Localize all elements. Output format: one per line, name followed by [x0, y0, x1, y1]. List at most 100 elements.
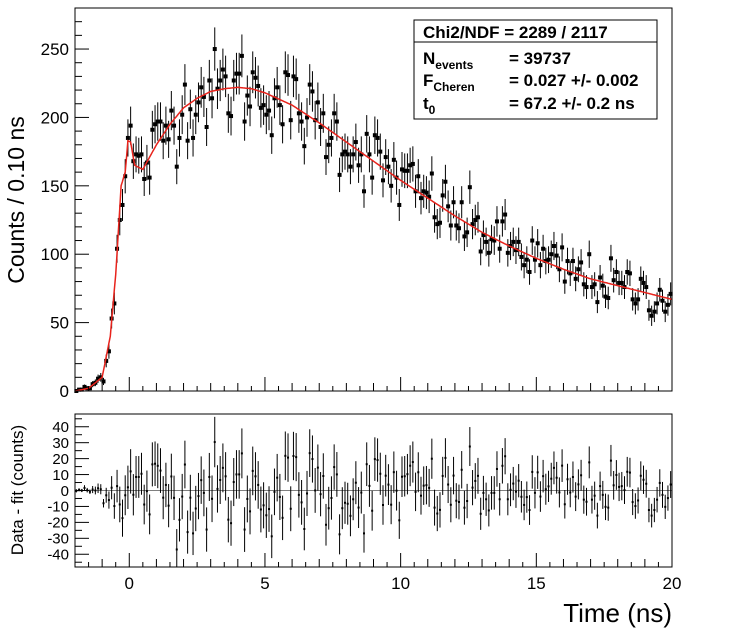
- residual-point: [295, 433, 298, 482]
- residual-point: [99, 484, 102, 495]
- data-point: [541, 234, 546, 263]
- svg-text:t0: t0: [423, 94, 436, 117]
- data-point: [527, 259, 532, 285]
- data-point: [291, 55, 296, 98]
- legend-chi2: Chi2/NDF = 2289 / 2117: [423, 23, 608, 42]
- fit-stats-box: Chi2/NDF = 2289 / 2117 Nevents = 39737 F…: [413, 19, 658, 120]
- data-point: [391, 142, 396, 178]
- y-tick-label: 150: [41, 177, 69, 196]
- residual-point: [531, 455, 534, 489]
- data-point: [337, 157, 342, 193]
- residual-point: [116, 469, 119, 503]
- residual-point: [88, 489, 91, 495]
- residual-point: [357, 487, 360, 529]
- residual-point: [373, 437, 376, 481]
- residual-point: [170, 453, 173, 500]
- residual-point: [243, 507, 246, 552]
- residual-point: [118, 486, 121, 523]
- residual-point: [181, 473, 184, 520]
- data-point: [302, 127, 307, 165]
- residual-point: [656, 486, 659, 513]
- residual-point: [132, 474, 135, 516]
- data-point: [253, 57, 258, 99]
- data-point: [239, 34, 244, 78]
- data-point: [172, 106, 177, 145]
- data-point: [568, 260, 573, 287]
- svg-text:FCheren: FCheren: [423, 71, 475, 94]
- data-point: [505, 239, 510, 267]
- data-point: [332, 93, 337, 133]
- data-point: [367, 136, 372, 173]
- data-point: [210, 78, 215, 119]
- data-point: [459, 186, 464, 219]
- residual-point: [547, 470, 550, 502]
- residual-point: [167, 484, 170, 528]
- residual-point: [615, 460, 618, 490]
- data-point: [256, 65, 261, 107]
- data-point: [413, 174, 418, 208]
- data-point: [432, 201, 437, 233]
- y-tick-label: 40: [52, 419, 69, 436]
- data-point: [258, 88, 263, 128]
- data-point: [277, 85, 282, 125]
- data-point: [353, 123, 358, 161]
- residual-point: [601, 480, 604, 509]
- residual-point: [276, 453, 279, 502]
- data-point: [348, 149, 353, 185]
- residual-point: [91, 485, 94, 494]
- residual-point: [221, 443, 224, 493]
- data-point: [158, 102, 163, 141]
- residual-point: [300, 480, 303, 525]
- data-point: [356, 147, 361, 183]
- fit-stats-frame: [413, 19, 658, 120]
- x-axis-label: Time (ns): [563, 598, 672, 628]
- residual-point: [265, 492, 268, 538]
- residual-point: [533, 477, 536, 509]
- residual-point: [593, 481, 596, 510]
- residual-point: [471, 470, 474, 506]
- residual-point: [626, 456, 629, 487]
- y-tick-label: -10: [47, 499, 69, 516]
- fit-curve: [74, 86, 673, 392]
- data-point: [174, 149, 179, 185]
- data-point: [250, 51, 255, 94]
- residual-point: [154, 441, 157, 486]
- residual-point: [585, 487, 588, 516]
- residual-point: [306, 470, 309, 516]
- residual-point: [664, 494, 667, 519]
- residual-point: [94, 486, 97, 495]
- data-point: [494, 206, 499, 237]
- data-point: [182, 64, 187, 106]
- residual-point: [319, 472, 322, 517]
- residual-point: [268, 486, 271, 532]
- residual-point: [623, 476, 626, 504]
- residual-point: [658, 469, 661, 497]
- residual-point: [164, 462, 167, 508]
- residual-point: [588, 446, 591, 479]
- data-point: [437, 207, 442, 238]
- residual-point: [292, 431, 295, 481]
- residual-point: [474, 463, 477, 499]
- data-point: [193, 95, 198, 135]
- residual-point: [143, 484, 146, 525]
- data-point: [543, 247, 548, 275]
- residual-point: [257, 461, 260, 509]
- residual-point: [607, 494, 610, 521]
- data-point: [408, 147, 413, 183]
- legend-nevents: Nevents = 39737: [423, 49, 571, 72]
- data-point: [598, 265, 603, 290]
- residual-point: [390, 485, 393, 525]
- data-point: [614, 259, 619, 285]
- data-point: [424, 176, 429, 210]
- data-point: [641, 270, 646, 296]
- data-point: [652, 301, 657, 323]
- y-tick-label: 0: [61, 483, 69, 500]
- residual-point: [612, 470, 615, 500]
- residual-point: [97, 483, 100, 494]
- residual-point: [653, 497, 656, 523]
- residual-point: [398, 501, 401, 539]
- data-point: [530, 226, 535, 255]
- data-point: [489, 224, 494, 254]
- data-point: [128, 106, 133, 145]
- residual-point: [512, 466, 515, 501]
